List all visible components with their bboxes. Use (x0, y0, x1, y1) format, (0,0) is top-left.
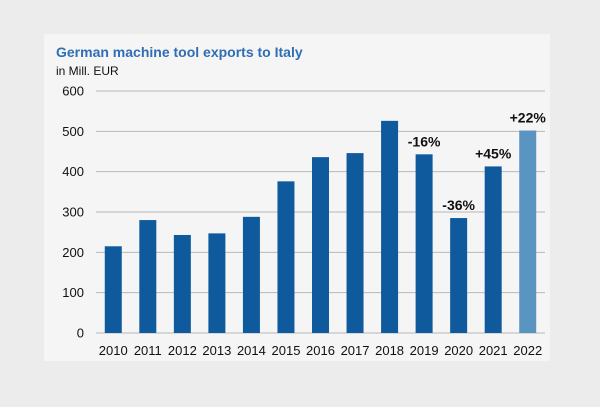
y-tick-label: 100 (62, 285, 84, 300)
bar-2022 (519, 130, 537, 333)
y-tick-label: 300 (62, 205, 84, 220)
bar-2021 (484, 166, 502, 333)
data-labels: -16% -36% +45% +22% (408, 110, 547, 214)
bar-2012 (173, 234, 191, 333)
x-tick-label: 2016 (306, 343, 335, 358)
bar-2011 (139, 220, 157, 333)
bar-2020 (450, 218, 468, 333)
x-tick-label: 2021 (479, 343, 508, 358)
x-tick-label: 2012 (168, 343, 197, 358)
bar-2017 (346, 153, 364, 333)
y-tick-labels: 0 100 200 300 400 500 600 (62, 84, 84, 341)
x-tick-label: 2019 (410, 343, 439, 358)
bar-2015 (277, 181, 295, 333)
x-tick-label: 2018 (375, 343, 404, 358)
bar-2018 (381, 120, 399, 333)
y-tick-label: 200 (62, 245, 84, 260)
y-tick-label: 0 (77, 326, 84, 341)
data-label-2019: -16% (408, 133, 441, 149)
bar-2014 (242, 216, 260, 333)
x-tick-label: 2022 (513, 343, 542, 358)
y-tick-label: 500 (62, 124, 84, 139)
data-label-2020: -36% (442, 197, 475, 213)
x-tick-label: 2011 (134, 343, 162, 358)
x-tick-label: 2013 (202, 343, 231, 358)
x-tick-label: 2014 (237, 343, 266, 358)
x-tick-label: 2020 (444, 343, 473, 358)
data-label-2021: +45% (475, 145, 512, 161)
x-tick-label: 2010 (99, 343, 128, 358)
bars (104, 120, 537, 333)
y-axis-unit-label: in Mill. EUR (56, 64, 119, 78)
y-tick-label: 600 (62, 84, 84, 99)
x-tick-label: 2017 (341, 343, 370, 358)
bar-2016 (312, 157, 329, 333)
bar-2010 (104, 246, 122, 333)
x-tick-label: 2015 (272, 343, 301, 358)
chart-title: German machine tool exports to Italy (56, 44, 303, 60)
data-label-2022: +22% (510, 110, 547, 126)
bar-2019 (415, 154, 433, 333)
x-tick-labels: 2010 2011 2012 2013 2014 2015 2016 2017 2018 2019… (99, 343, 542, 358)
bar-2013 (208, 233, 226, 333)
y-tick-label: 400 (62, 164, 84, 179)
